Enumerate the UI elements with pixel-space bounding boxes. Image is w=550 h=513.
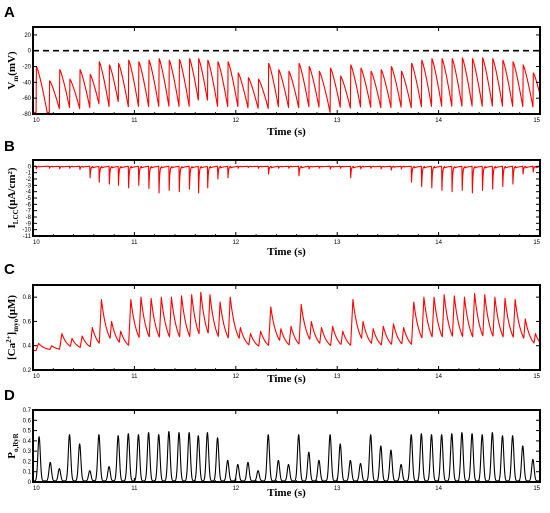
x-tick-label: 12 xyxy=(232,240,239,246)
y-tick-label: 0.6 xyxy=(23,418,32,424)
y-tick-label: -8 xyxy=(26,215,32,221)
x-tick-label: 10 xyxy=(33,374,40,380)
y-label-main: I xyxy=(6,224,18,228)
panel-letter: A xyxy=(4,4,15,21)
y-tick-label: -1 xyxy=(26,171,32,177)
x-axis-label: Time (s) xyxy=(267,373,306,385)
x-tick-label: 12 xyxy=(232,118,239,124)
y-tick-label: 0 xyxy=(28,164,32,170)
y-axis-label: [Ca2+]myo(μM) xyxy=(5,295,20,360)
x-tick-label: 14 xyxy=(435,486,442,492)
panel-letter: C xyxy=(4,261,15,278)
y-tick-label: -9 xyxy=(26,221,32,227)
y-tick-label: 0.1 xyxy=(23,470,32,476)
x-tick-label: 11 xyxy=(131,486,138,492)
panel-a: A 10 11 12 13 14 15 20 0 -20 -40 -60 -80 Time (s) Vm(m… xyxy=(4,4,541,138)
y-label-main: V xyxy=(6,82,18,90)
y-label-main: [Ca xyxy=(6,342,18,360)
x-tick-label: 12 xyxy=(232,486,239,492)
y-label-sup: 2+ xyxy=(5,335,13,343)
x-tick-label: 10 xyxy=(33,240,40,246)
y-tick-label: 0.6 xyxy=(23,319,32,325)
y-label-after: ] xyxy=(6,332,18,336)
y-tick-label: 0.2 xyxy=(23,368,32,374)
x-tick-label: 14 xyxy=(435,118,442,124)
y-tick-label: 0 xyxy=(28,49,32,55)
series-line xyxy=(32,431,541,482)
y-tick-label: -40 xyxy=(22,80,31,86)
y-tick-label: 20 xyxy=(24,33,31,39)
x-tick-label: 14 xyxy=(435,374,442,380)
y-label-unit: (mV) xyxy=(6,51,18,76)
y-tick-label: 0.7 xyxy=(23,408,32,414)
plot-frame xyxy=(32,26,541,115)
x-tick-label: 15 xyxy=(533,486,540,492)
y-label-unit: (μA/cm²) xyxy=(6,167,18,209)
y-tick-label: 0.5 xyxy=(23,429,32,435)
x-tick-label: 11 xyxy=(131,240,138,246)
y-label-sub: LCC xyxy=(12,209,20,224)
y-label-main: P xyxy=(6,452,18,459)
x-tick-label: 13 xyxy=(334,374,341,380)
x-axis-label: Time (s) xyxy=(267,246,306,258)
y-axis-label: ILCC(μA/cm²) xyxy=(6,167,20,228)
y-tick-label: 0.3 xyxy=(23,449,32,455)
y-tick-label: 0.2 xyxy=(23,459,32,465)
x-tick-label: 10 xyxy=(33,118,40,124)
series-line xyxy=(32,165,541,194)
y-tick-label: -3 xyxy=(26,183,32,189)
panel-d: D 10 11 12 13 14 15 0.7 0.6 0.5 0.4 0.3 0.2 0.1 0 Time … xyxy=(4,387,541,499)
y-tick-label: 0.4 xyxy=(23,344,32,350)
y-axis-label: Vm(mV) xyxy=(6,51,20,90)
y-tick-label: -11 xyxy=(23,234,32,240)
y-tick-label: 0.8 xyxy=(23,295,32,301)
y-label-sub: myo xyxy=(12,318,20,331)
x-tick-label: 13 xyxy=(334,486,341,492)
y-axis-label: Po,RyR xyxy=(6,432,20,458)
y-tick-label: -4 xyxy=(26,190,32,196)
panel-c: C 10 11 12 13 14 15 0.8 0.6 0.4 0.2 Time (s) [Ca2+]m… xyxy=(4,261,541,385)
x-tick-label: 15 xyxy=(533,118,540,124)
y-tick-label: -5 xyxy=(26,196,32,202)
x-tick-label: 13 xyxy=(334,240,341,246)
x-tick-label: 11 xyxy=(131,118,138,124)
x-tick-label: 12 xyxy=(232,374,239,380)
x-tick-label: 13 xyxy=(334,118,341,124)
x-tick-label: 15 xyxy=(533,374,540,380)
y-label-sub: m xyxy=(12,76,20,82)
y-label-unit: (μM) xyxy=(6,295,18,319)
y-tick-label: 0.4 xyxy=(23,439,32,445)
series-line xyxy=(32,291,541,352)
panel-b: B 10 11 12 13 14 15 0-1-2-3-4-5-6-7-8-9-10-11 Ti… xyxy=(4,138,541,258)
x-tick-label: 10 xyxy=(33,486,40,492)
x-axis-label: Time (s) xyxy=(267,487,306,499)
y-tick-label: -6 xyxy=(26,202,32,208)
x-tick-label: 14 xyxy=(435,240,442,246)
x-tick-label: 11 xyxy=(131,374,138,380)
y-tick-label: 0 xyxy=(28,480,32,486)
y-label-sub: o,RyR xyxy=(12,432,20,452)
y-tick-label: -60 xyxy=(22,96,31,102)
y-tick-label: -20 xyxy=(22,65,31,71)
panel-letter: D xyxy=(4,387,15,404)
y-tick-label: -10 xyxy=(22,228,31,234)
y-tick-label: -7 xyxy=(26,209,32,215)
y-tick-label: -80 xyxy=(22,112,31,118)
panel-letter: B xyxy=(4,138,15,155)
x-tick-label: 15 xyxy=(533,240,540,246)
y-tick-label: -2 xyxy=(26,177,32,183)
series-line xyxy=(32,57,541,113)
plot-frame xyxy=(32,409,541,483)
x-axis-label: Time (s) xyxy=(267,126,306,138)
plot-frame xyxy=(32,284,541,371)
